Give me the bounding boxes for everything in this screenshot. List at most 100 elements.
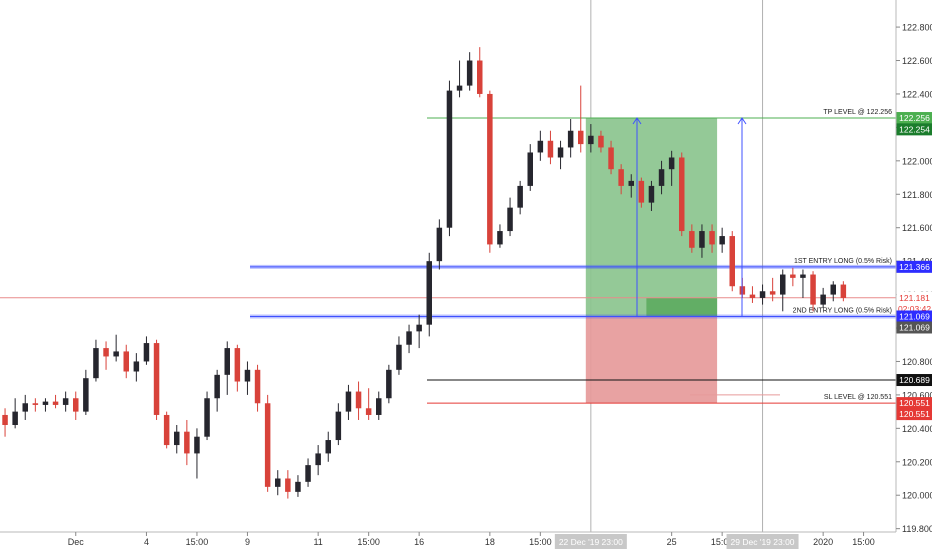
- time-tick-label: 18: [485, 537, 495, 547]
- candle-up: [446, 90, 453, 228]
- candle-down: [123, 351, 129, 372]
- crosshair-time-label: 29 Dec '19 23:00: [731, 537, 795, 547]
- candle-up: [567, 130, 574, 148]
- candle-down: [638, 180, 645, 203]
- time-tick-label: 4: [144, 537, 149, 547]
- candle-down: [749, 294, 756, 298]
- candle-up: [800, 274, 806, 278]
- price-badge: [896, 408, 932, 421]
- price-tick-label: 121.600: [902, 223, 932, 233]
- candle-up: [537, 140, 544, 153]
- time-tick-label: 15:00: [852, 537, 875, 547]
- candle-down: [618, 169, 624, 186]
- candle-up: [820, 294, 826, 305]
- time-tick-label: 11: [313, 537, 322, 547]
- candle-up: [436, 227, 443, 262]
- price-levels: TP LEVEL @ 122.256 1ST ENTRY LONG (0.5% R…: [0, 109, 896, 404]
- price-tick-label: 120.800: [902, 357, 932, 367]
- price-tick-label: 120.000: [902, 491, 932, 501]
- candle-up: [214, 374, 220, 399]
- candle-down: [547, 140, 554, 158]
- price-badge-label: 122.256: [899, 113, 930, 123]
- candle-up: [426, 261, 432, 325]
- candle-down: [709, 231, 715, 245]
- candle-up: [759, 291, 766, 298]
- candle-up: [668, 157, 675, 170]
- candle-up: [143, 343, 150, 362]
- time-tick-label: 15:00: [186, 537, 209, 547]
- candle-up: [305, 465, 311, 482]
- candle-up: [557, 147, 564, 158]
- price-axis[interactable]: 122.800122.600122.400122.200122.000121.8…: [895, 0, 932, 534]
- candle-up: [780, 274, 786, 295]
- candle-down: [264, 403, 271, 487]
- candle-down: [355, 391, 362, 409]
- active-profit-fill: [646, 297, 718, 317]
- price-badge-label: 121.366: [899, 262, 930, 272]
- candle-down: [729, 236, 735, 287]
- time-tick-label: 15:00: [357, 537, 380, 547]
- candle-down: [598, 135, 604, 148]
- candle-down: [153, 343, 160, 415]
- target-arrows: [632, 117, 747, 317]
- tp-level-label: TP LEVEL @ 122.256: [823, 109, 892, 116]
- candle-up: [244, 369, 251, 382]
- candle-down: [32, 403, 39, 405]
- candle-down: [578, 130, 584, 145]
- candle-up: [62, 398, 69, 405]
- price-tick-label: 120.200: [902, 457, 932, 467]
- candle-up: [588, 135, 594, 145]
- candle-down: [52, 401, 59, 405]
- candle-down: [254, 369, 261, 404]
- candle-down: [477, 60, 483, 94]
- candle-up: [93, 348, 99, 379]
- candle-up: [224, 348, 230, 375]
- trade-zone: [585, 118, 718, 404]
- candle-up: [325, 440, 331, 454]
- price-badge-label: 121.069: [899, 322, 930, 332]
- candle-down: [689, 231, 695, 248]
- time-tick-label: 25: [667, 537, 677, 547]
- loss-zone: [585, 316, 718, 404]
- candle-up: [507, 207, 513, 232]
- candle-up: [376, 398, 382, 415]
- candle-up: [648, 185, 655, 203]
- price-tick-label: 121.800: [902, 190, 932, 200]
- time-tick-label: 16: [414, 537, 424, 547]
- price-badge-label: 121.069: [899, 311, 930, 321]
- candle-down: [769, 291, 776, 295]
- sl-level-label: SL LEVEL @ 120.551: [824, 394, 892, 401]
- candlesticks: [2, 47, 847, 499]
- entry-level-label: 2ND ENTRY LONG (0.5% Risk): [793, 307, 892, 314]
- candle-down: [679, 157, 685, 232]
- price-badge-label: 120.551: [899, 398, 930, 408]
- candle-up: [12, 411, 18, 425]
- price-badge: [896, 123, 932, 136]
- price-badge-label: 120.551: [899, 409, 930, 419]
- price-tick-label: 120.600: [902, 390, 932, 400]
- candle-down: [73, 398, 79, 412]
- candle-up: [497, 231, 503, 245]
- price-tick-label: 120.400: [902, 424, 932, 434]
- candle-down: [184, 431, 190, 454]
- price-tick-label: 122.400: [902, 89, 932, 99]
- candle-down: [840, 284, 847, 298]
- candle-up: [113, 351, 119, 357]
- candle-up: [517, 185, 523, 208]
- time-axis[interactable]: Dec 4 15:00 9 11 15:00 16 18 15:00 25 15:00 2020 15:…: [0, 531, 896, 549]
- candle-up: [527, 152, 533, 186]
- candle-up: [275, 478, 281, 487]
- candle-up: [335, 411, 342, 441]
- candle-up: [22, 403, 28, 412]
- candle-up: [133, 361, 140, 372]
- price-tick-label: 122.600: [902, 56, 932, 66]
- candle-up: [719, 236, 725, 245]
- candle-up: [345, 391, 352, 412]
- candle-down: [810, 274, 816, 305]
- candle-up: [204, 398, 210, 437]
- time-tick-label: Dec: [68, 537, 85, 547]
- crosshair-time-label: 22 Dec '19 23:00: [559, 537, 623, 547]
- target-arrow-2-head: [737, 117, 747, 125]
- time-tick-label: 15:00: [711, 537, 734, 547]
